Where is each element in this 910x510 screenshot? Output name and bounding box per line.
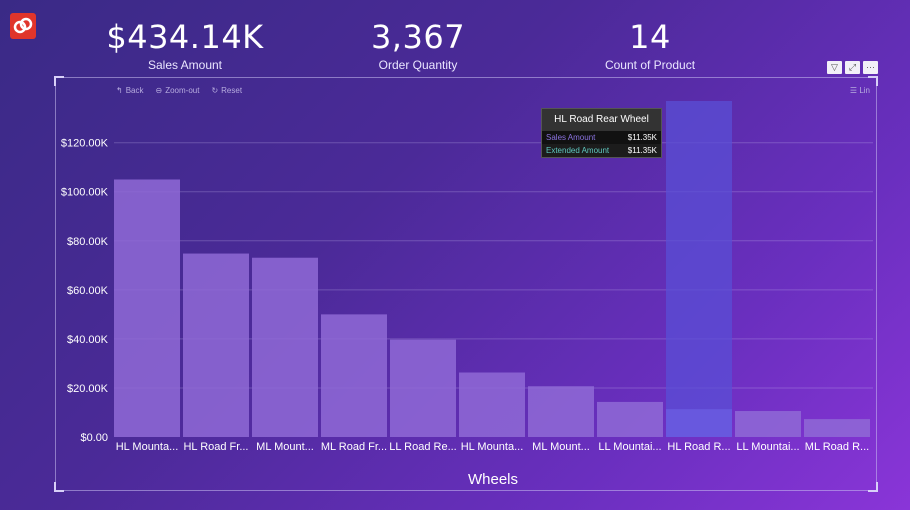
bar — [183, 253, 249, 437]
tooltip-row: Sales Amount $11.35K — [542, 131, 661, 144]
x-tick-label: ML Mount... — [532, 441, 590, 453]
bar — [114, 179, 180, 437]
x-tick-label: LL Mountai... — [736, 441, 799, 453]
kpi-label: Sales Amount — [147, 58, 223, 72]
kpi-value: 14 — [629, 18, 671, 56]
bar — [321, 314, 387, 437]
tooltip-row-value: $11.35K — [627, 133, 657, 142]
visual-nav: ↰ Back ⊖ Zoom-out ↻ Reset — [116, 86, 242, 95]
x-tick-label: HL Mounta... — [461, 441, 524, 453]
reset-button[interactable]: ↻ Reset — [211, 86, 243, 95]
kpi-value: $434.14K — [106, 18, 264, 56]
y-tick-label: $100.00K — [61, 187, 109, 199]
bar — [735, 411, 801, 437]
x-tick-label: ML Road Fr... — [321, 441, 387, 453]
bar — [390, 339, 456, 437]
highlight-band — [666, 101, 732, 437]
x-tick-label: LL Mountai... — [598, 441, 661, 453]
y-tick-label: $40.00K — [67, 334, 109, 346]
bar — [252, 257, 318, 437]
bar — [459, 372, 525, 437]
focus-mode-icon[interactable]: ⤢ — [845, 61, 860, 74]
bar — [804, 419, 870, 437]
tooltip-title: HL Road Rear Wheel — [542, 109, 661, 131]
x-tick-label: HL Road Fr... — [183, 441, 248, 453]
filter-icon[interactable]: ▽ — [827, 61, 842, 74]
resize-handle[interactable] — [54, 482, 64, 492]
x-tick-label: LL Road Re... — [389, 441, 456, 453]
y-tick-label: $0.00 — [80, 432, 108, 444]
y-tick-label: $60.00K — [67, 285, 109, 297]
tooltip-row-value: $11.35K — [627, 146, 657, 155]
back-button[interactable]: ↰ Back — [116, 86, 144, 95]
bar — [528, 386, 594, 437]
kpi-order-quantity: 3,367 Order Quantity — [338, 18, 498, 72]
app-logo — [10, 13, 36, 39]
bar — [597, 401, 663, 437]
x-tick-label: ML Road R... — [805, 441, 869, 453]
x-axis-title: Wheels — [468, 471, 518, 488]
back-icon: ↰ — [116, 86, 123, 95]
kpi-value: 3,367 — [370, 18, 466, 56]
zoom-out-button[interactable]: ⊖ Zoom-out — [155, 86, 200, 95]
y-tick-label: $20.00K — [67, 383, 109, 395]
chart-visual[interactable]: ↰ Back ⊖ Zoom-out ↻ Reset ☰ Lin — [54, 76, 878, 492]
tooltip: HL Road Rear Wheel Sales Amount $11.35K … — [541, 108, 662, 158]
logo-icon — [13, 17, 33, 34]
tooltip-row: Extended Amount $11.35K — [542, 144, 661, 157]
kpi-label: Count of Product — [604, 58, 696, 72]
reset-icon: ↻ — [211, 86, 219, 95]
x-tick-label: ML Mount... — [256, 441, 314, 453]
kpi-count-of-product: 14 Count of Product — [570, 18, 730, 72]
resize-handle[interactable] — [868, 482, 878, 492]
visual-toolbar: ▽ ⤢ ··· — [827, 61, 878, 74]
bar — [666, 409, 732, 437]
y-tick-label: $120.00K — [61, 138, 109, 150]
kpi-label: Order Quantity — [378, 58, 458, 72]
tooltip-row-name: Extended Amount — [546, 146, 610, 155]
y-tick-label: $80.00K — [67, 236, 109, 248]
list-icon: ☰ — [849, 86, 858, 95]
resize-handle[interactable] — [54, 76, 64, 86]
kpi-sales-amount: $434.14K Sales Amount — [105, 18, 265, 72]
tooltip-row-name: Sales Amount — [546, 133, 596, 142]
resize-handle[interactable] — [868, 76, 878, 86]
x-tick-label: HL Road R... — [667, 441, 730, 453]
zoom-out-icon: ⊖ — [155, 86, 163, 95]
more-options-icon[interactable]: ··· — [863, 61, 878, 74]
scale-toggle[interactable]: ☰ Lin — [849, 86, 870, 95]
x-tick-label: HL Mounta... — [116, 441, 179, 453]
